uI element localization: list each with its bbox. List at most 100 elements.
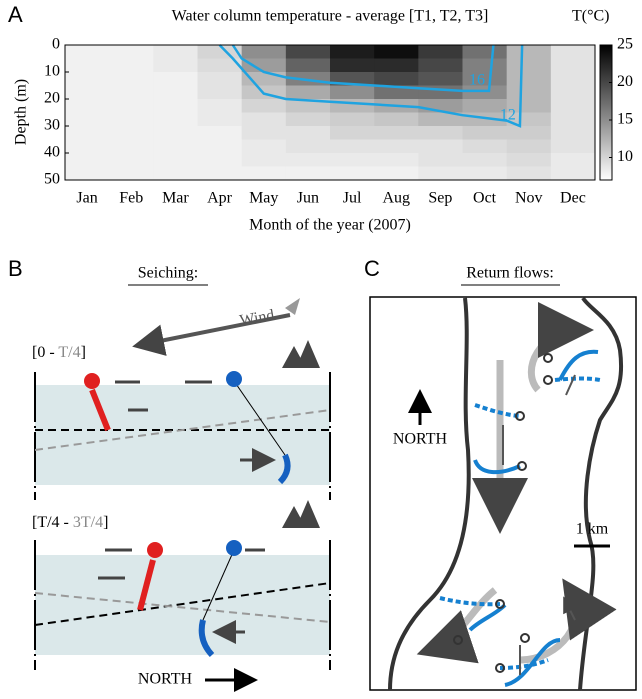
fletching [285, 298, 300, 315]
heat-cell [462, 72, 508, 86]
heat-cell [374, 45, 419, 59]
heat-cell [285, 166, 331, 181]
y-tick-label: 0 [52, 36, 60, 53]
phase-text: [T/4 - [32, 514, 73, 531]
heat-cell [462, 139, 508, 154]
heat-cell [462, 99, 508, 113]
heat-cell [462, 153, 508, 167]
heat-cell [506, 126, 552, 140]
heat-cell [109, 153, 154, 167]
heat-cell [418, 166, 463, 181]
panel-label: C [364, 256, 380, 281]
wind-arrow [132, 313, 291, 356]
heat-cell [65, 45, 110, 59]
scale-label: 1 km [576, 521, 609, 538]
heat-cell [197, 72, 243, 86]
north-label: NORTH [393, 431, 448, 448]
heat-cell [506, 99, 552, 113]
colorbar-tick-label: 25 [617, 36, 633, 53]
plot-frame [64, 44, 596, 181]
heat-cell [550, 126, 596, 140]
heat-cell [285, 99, 331, 113]
heat-cell [330, 139, 375, 154]
buoy [84, 373, 100, 389]
heat-cell [241, 72, 287, 86]
heat-cell [65, 112, 110, 127]
heat-cell [153, 72, 198, 86]
phase-label: [T/4 - 3T/4] [32, 514, 108, 531]
heat-cell [330, 166, 375, 181]
phase-label: [0 - T/4] [32, 344, 86, 361]
panel-title: Return flows: [466, 265, 554, 282]
heat-cell [241, 45, 287, 59]
x-tick-label: Sep [428, 190, 452, 207]
heat-cell [109, 126, 154, 140]
heat-cell [153, 112, 198, 127]
heat-cell [109, 139, 154, 154]
heat-cell [550, 45, 596, 59]
heat-cell [506, 153, 552, 167]
heat-cell [241, 99, 287, 113]
heat-cell [462, 126, 508, 140]
heat-cell [197, 112, 243, 127]
heat-cell [197, 166, 243, 181]
heat-cell [330, 58, 375, 73]
heat-cell [109, 99, 154, 113]
heat-cell [506, 72, 552, 86]
heat-cell [374, 166, 419, 181]
heat-cell [241, 166, 287, 181]
heat-cell [550, 153, 596, 167]
heat-cell [418, 45, 463, 59]
heat-cell [374, 139, 419, 154]
heat-cell [241, 112, 287, 127]
heat-cell [374, 58, 419, 73]
heat-cell [550, 85, 596, 100]
colorbar-tick-label: 10 [617, 148, 633, 165]
heat-cell [197, 153, 243, 167]
x-tick-label: Jul [343, 190, 362, 207]
mountain [282, 500, 320, 528]
heat-cell [65, 139, 110, 154]
heat-cell [550, 139, 596, 154]
heat-cell [65, 85, 110, 100]
isotherm-label: 12 [500, 107, 516, 124]
isotherm [231, 44, 495, 93]
heat-cell [109, 45, 154, 59]
heat-cell [418, 126, 463, 140]
heat-cell [506, 58, 552, 73]
heat-cell [153, 126, 198, 140]
heat-cell [462, 85, 508, 100]
x-tick-label: Jan [76, 190, 97, 207]
return-arrow [416, 587, 498, 664]
heat-cell [65, 99, 110, 113]
heat-cell [65, 58, 110, 73]
thermocline [34, 582, 331, 626]
x-tick-label: Mar [162, 190, 189, 207]
coastline [388, 297, 471, 691]
isotherm [218, 44, 524, 128]
drifter [137, 559, 156, 611]
panel-a: A Water column temperature - average [T1… [8, 2, 633, 234]
heat-cell [153, 99, 198, 113]
heat-cell [65, 72, 110, 86]
heat-cell [65, 153, 110, 167]
heat-cell [550, 72, 596, 86]
x-tick-label: Oct [473, 190, 497, 207]
heat-cell [374, 112, 419, 127]
north-label: NORTH [138, 671, 193, 688]
x-tick-label: Apr [207, 190, 233, 207]
y-tick-label: 50 [44, 171, 60, 188]
heat-cell [109, 166, 154, 181]
heat-cell [153, 58, 198, 73]
heat-cell [285, 112, 331, 127]
isotherm-label: 16 [469, 72, 485, 89]
heat-cell [285, 85, 331, 100]
heat-cell [506, 112, 552, 127]
heat-cell [285, 126, 331, 140]
heat-cell [506, 139, 552, 154]
heat-cell [109, 112, 154, 127]
heat-cell [153, 45, 198, 59]
heat-cell [418, 139, 463, 154]
flow-arrow [115, 380, 270, 460]
